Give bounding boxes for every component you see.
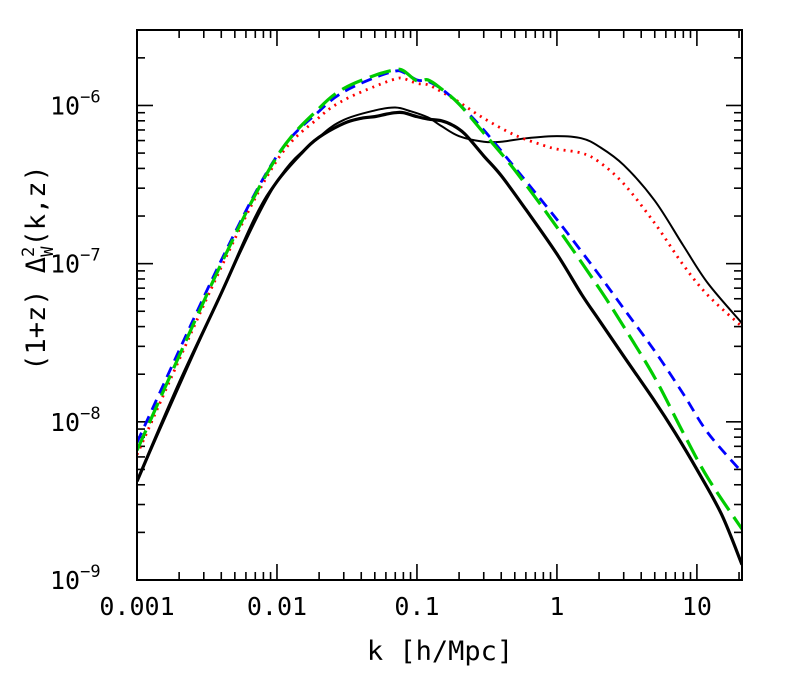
x-tick-label: 0.1 xyxy=(394,592,439,621)
y-tick-label-base: 10 xyxy=(50,566,80,595)
series-line-2 xyxy=(137,106,742,482)
y-axis-title-sup: 2 xyxy=(19,247,39,257)
y-axis-title-sub: W xyxy=(38,246,58,257)
y-axis-title-prefix: (1+z) Δ xyxy=(21,257,52,371)
y-tick-label-exponent: −7 xyxy=(80,246,100,266)
series-line-5 xyxy=(137,67,742,530)
series-layer xyxy=(137,67,742,566)
y-tick-label: 10−8 xyxy=(50,404,101,437)
y-tick-label-base: 10 xyxy=(50,408,80,437)
y-tick-label-base: 10 xyxy=(50,91,80,120)
y-tick-label: 10−7 xyxy=(50,246,101,279)
x-tick-label: 0.01 xyxy=(247,592,307,621)
series-line-1 xyxy=(137,110,742,566)
x-tick-label: 1 xyxy=(549,592,564,621)
x-axis-title: k [h/Mpc] xyxy=(367,636,513,667)
series-line-4 xyxy=(137,69,742,474)
y-tick-label: 10−9 xyxy=(50,562,101,595)
x-tick-label: 10 xyxy=(682,592,712,621)
x-tick-label: 0.001 xyxy=(99,592,174,621)
plot-frame xyxy=(136,29,743,581)
y-tick-label-exponent: −9 xyxy=(80,562,100,582)
x-tick-labels: 0.001 0.01 0.1 1 10 xyxy=(99,592,712,621)
major-ticks xyxy=(136,30,742,581)
y-tick-label-exponent: −6 xyxy=(80,87,100,107)
minor-ticks xyxy=(137,29,742,580)
y-tick-labels: 10−910−810−710−6 xyxy=(50,87,101,595)
y-axis-title-suffix: (k,z) xyxy=(21,165,52,246)
y-tick-label-exponent: −8 xyxy=(80,404,100,424)
y-axis-title: (1+z) Δ2W(k,z) xyxy=(19,165,58,371)
y-tick-label-base: 10 xyxy=(50,250,80,279)
y-tick-label: 10−6 xyxy=(50,87,101,120)
